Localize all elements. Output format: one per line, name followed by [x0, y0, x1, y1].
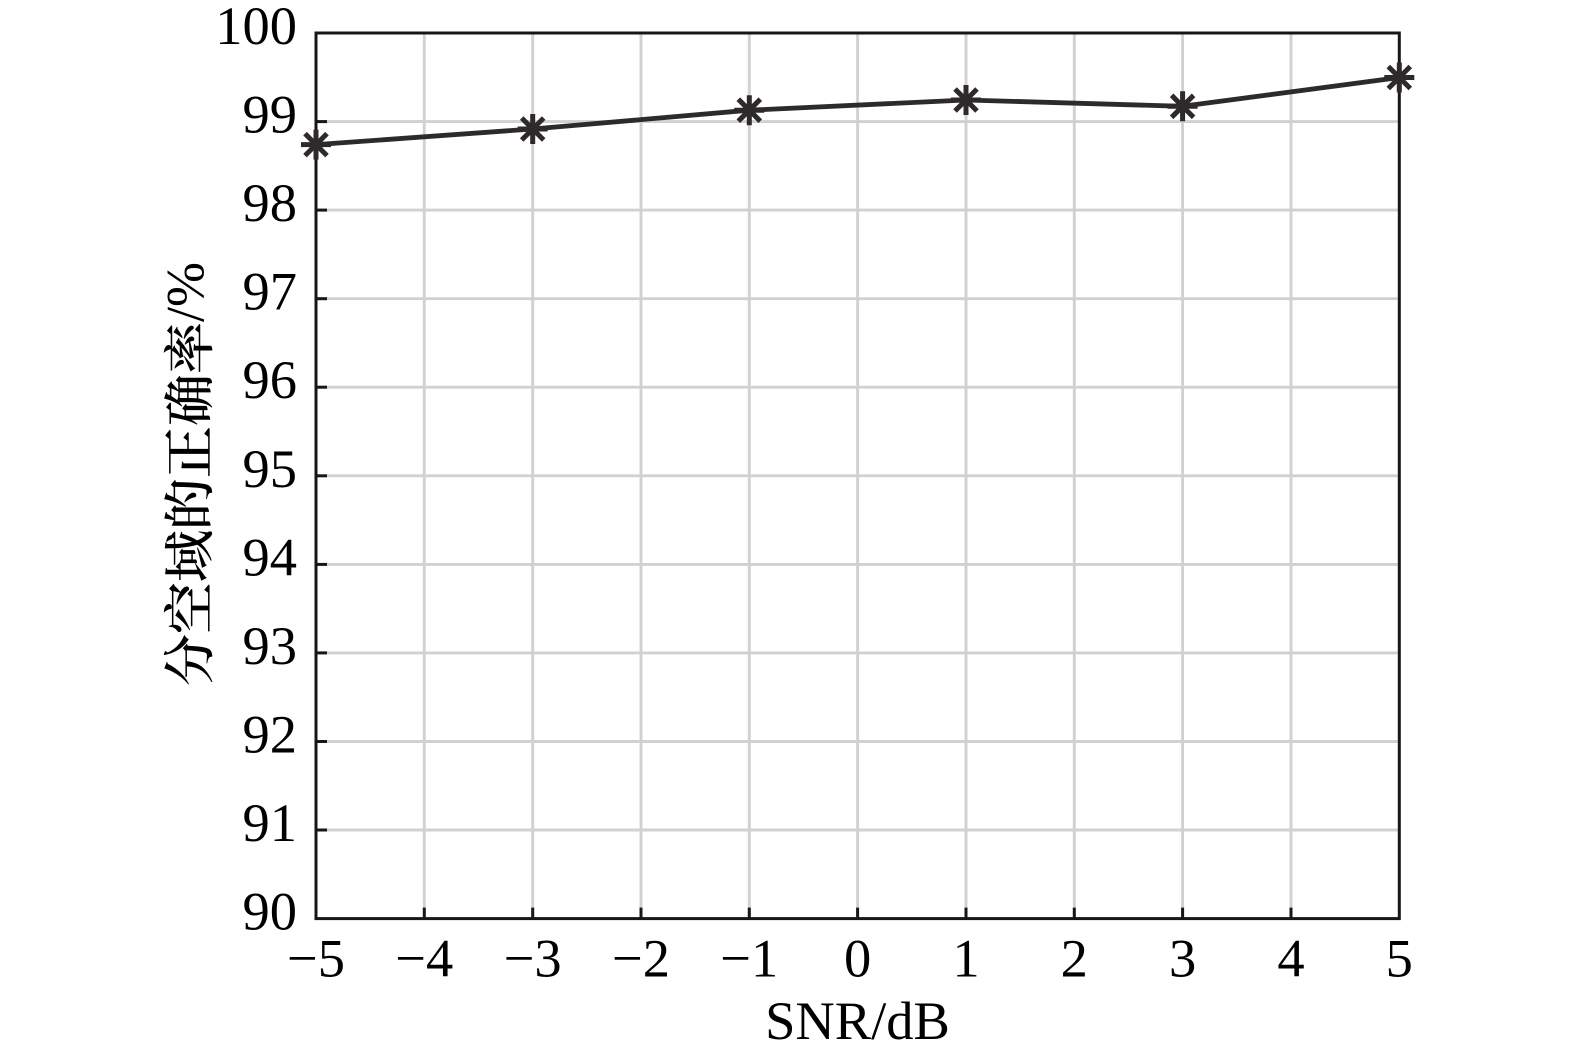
- svg-text:0: 0: [844, 928, 871, 989]
- svg-text:/%: /%: [156, 262, 216, 322]
- svg-text:99: 99: [243, 84, 298, 145]
- svg-text:1: 1: [952, 928, 979, 989]
- svg-text:2: 2: [1061, 928, 1088, 989]
- svg-text:5: 5: [1386, 928, 1413, 989]
- svg-text:97: 97: [243, 261, 298, 322]
- svg-text:95: 95: [243, 438, 298, 499]
- svg-text:SNR/dB: SNR/dB: [765, 990, 950, 1051]
- svg-text:98: 98: [243, 172, 298, 233]
- svg-text:4: 4: [1277, 928, 1304, 989]
- svg-text:91: 91: [243, 792, 298, 853]
- svg-text:3: 3: [1169, 928, 1196, 989]
- svg-text:−1: −1: [720, 928, 778, 989]
- svg-text:−4: −4: [395, 928, 453, 989]
- svg-text:−5: −5: [287, 928, 345, 989]
- svg-text:94: 94: [243, 526, 298, 587]
- svg-text:92: 92: [243, 704, 298, 765]
- svg-text:−2: −2: [612, 928, 670, 989]
- svg-text:96: 96: [243, 349, 298, 410]
- svg-text:90: 90: [243, 881, 298, 942]
- svg-text:−3: −3: [504, 928, 562, 989]
- svg-text:93: 93: [243, 615, 298, 676]
- svg-text:100: 100: [215, 0, 297, 56]
